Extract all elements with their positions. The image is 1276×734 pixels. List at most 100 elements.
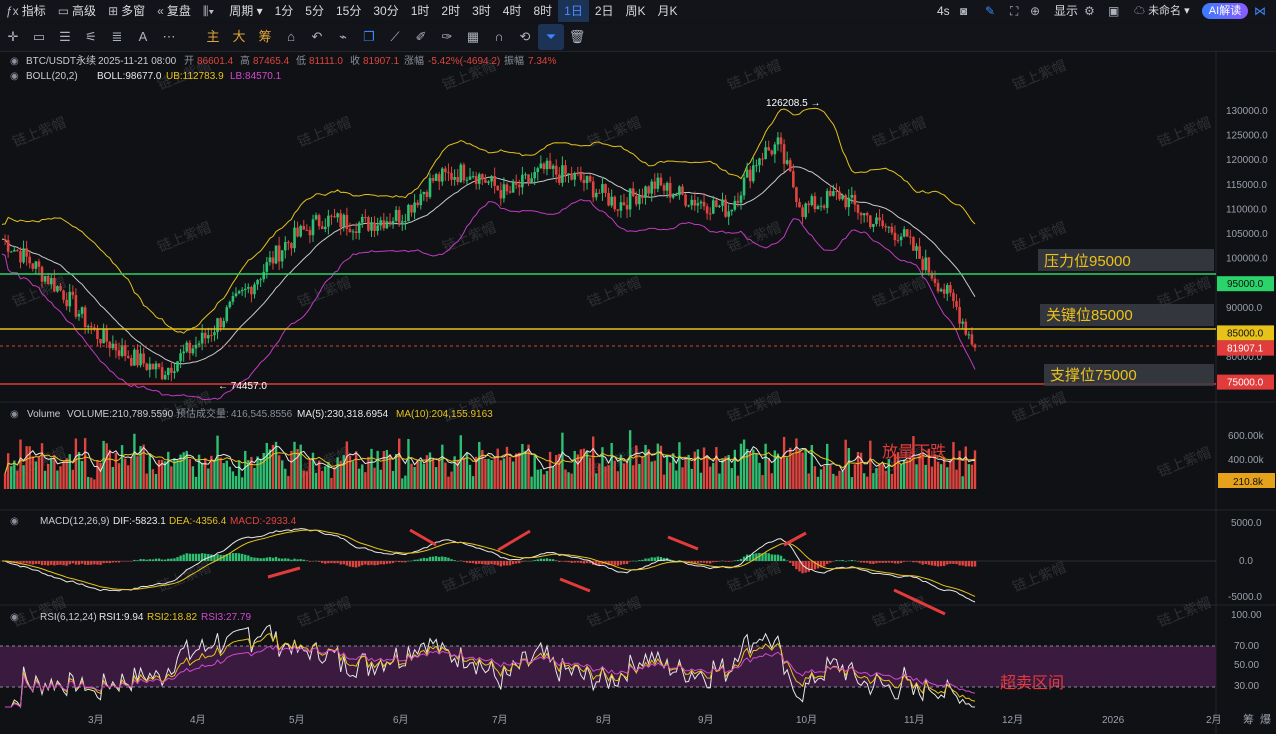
eye-icon[interactable]: ◉ <box>10 71 19 82</box>
candle-body <box>856 204 860 213</box>
main-indicator-button[interactable]: 主 <box>206 29 220 44</box>
calendar-icon[interactable]: ▦ <box>466 29 480 44</box>
more-icon[interactable]: ⋯ <box>162 29 176 44</box>
eye-icon[interactable]: ◉ <box>10 612 19 623</box>
text-icon[interactable]: A <box>138 29 148 44</box>
tf-1h[interactable]: 1时 <box>410 4 430 18</box>
big-indicator-button[interactable]: 大 <box>232 29 246 44</box>
copy-icon[interactable]: ❐ <box>363 29 375 44</box>
tf-15m[interactable]: 15分 <box>335 4 362 18</box>
volume-bar <box>330 477 333 489</box>
macd-bar <box>887 561 890 563</box>
link-icon[interactable]: ⟲ <box>519 29 531 44</box>
tf-8h[interactable]: 8时 <box>533 4 553 18</box>
fib-icon[interactable]: ⚟ <box>85 29 97 44</box>
eye-icon[interactable]: ◉ <box>10 516 19 527</box>
advanced-button[interactable]: ▭ 高级 <box>52 0 102 22</box>
indicators-button[interactable]: ƒx 指标 <box>0 0 52 22</box>
volume-axis[interactable]: 600.00k 400.00k 210.8k <box>1218 431 1275 488</box>
candle-body <box>185 342 189 352</box>
candle-body <box>659 177 663 186</box>
lines-icon[interactable]: ☰ <box>59 29 71 44</box>
est-volume-value: 416,545.8556 <box>231 409 293 420</box>
undo-icon[interactable]: ↶ <box>311 29 323 44</box>
time-tick: 3月 <box>88 714 104 726</box>
edit-icon[interactable]: ✎ <box>985 4 996 18</box>
tf-2d[interactable]: 2日 <box>594 4 614 18</box>
macd-bar <box>99 561 102 565</box>
layout-name-dropdown[interactable]: ☁ 未命名 ▾ <box>1134 5 1190 17</box>
fullscreen-icon[interactable]: ⛶ <box>1010 4 1019 18</box>
magnet-icon[interactable]: ∩ <box>494 29 504 44</box>
macd-axis[interactable]: 5000.0 0.0 -5000.0 <box>1228 518 1262 603</box>
candle-body <box>653 181 657 189</box>
rsi3-value: RSI3:27.79 <box>201 612 251 623</box>
candle-body <box>173 371 176 373</box>
replay-button[interactable]: «复盘 <box>151 0 197 22</box>
arrow <box>409 528 437 547</box>
camera-icon[interactable]: ◙ <box>960 4 968 18</box>
corner-burst-label[interactable]: 爆 <box>1260 712 1271 726</box>
volume-bar <box>447 476 450 489</box>
tf-week[interactable]: 周K <box>625 4 646 18</box>
eye-icon[interactable]: ◉ <box>10 409 19 420</box>
macd-bar <box>456 561 459 562</box>
candle-body <box>179 353 182 362</box>
tf-30m[interactable]: 30分 <box>373 4 399 18</box>
candle-body <box>465 179 469 181</box>
candle-body <box>912 237 915 251</box>
display-button[interactable]: 显示 <box>1054 4 1079 18</box>
brush-icon[interactable]: ✑ <box>441 29 453 44</box>
candle-body <box>724 199 727 217</box>
price-tick: 110000.0 <box>1226 204 1267 215</box>
ruler-icon[interactable]: ⟋ <box>390 29 400 44</box>
tf-1d[interactable]: 1日 <box>558 0 589 22</box>
macd-bar <box>539 558 543 561</box>
period-dropdown[interactable]: 周期 ▾ <box>229 4 263 18</box>
cursor-icon[interactable]: ✛ <box>7 29 19 44</box>
chart-canvas[interactable]: 链上紫帽链上紫帽链上紫帽链上紫帽链上紫帽链上紫帽链上紫帽链上紫帽链上紫帽链上紫帽… <box>0 52 1276 734</box>
tf-5m[interactable]: 5分 <box>305 4 324 18</box>
macd-bar <box>216 554 219 561</box>
candle-body <box>638 195 641 205</box>
volume-bar <box>918 454 921 489</box>
tf-4h[interactable]: 4时 <box>502 4 522 18</box>
candle-body <box>536 168 540 172</box>
corner-chips-label[interactable]: 筹 <box>1243 712 1254 726</box>
multi-window-button[interactable]: ⊞ 多窗 <box>102 0 151 22</box>
share-icon[interactable]: ⋈ <box>1254 4 1266 18</box>
tf-3h[interactable]: 3时 <box>472 4 491 18</box>
chart-type-button[interactable]: ⫼▾ <box>197 0 223 22</box>
camera2-icon[interactable]: ⌂ <box>287 29 295 44</box>
macd-bar <box>595 561 598 566</box>
macd-bar <box>582 561 586 564</box>
candle-body <box>788 160 792 172</box>
lock-icon[interactable]: ⌁ <box>339 29 347 44</box>
macd-bar <box>330 561 333 564</box>
price-tag-label: 85000.0 <box>1227 328 1264 339</box>
zoom-icon[interactable]: ⊕ <box>1030 4 1041 18</box>
pen-icon[interactable]: ✐ <box>415 29 427 44</box>
eye-icon[interactable]: ◉ <box>10 56 19 67</box>
list-icon[interactable]: ≣ <box>111 29 123 44</box>
tf-month[interactable]: 月K <box>657 4 678 18</box>
filter-icon[interactable]: ⏷ <box>538 24 564 50</box>
chips-indicator-button[interactable]: 筹 <box>258 29 272 44</box>
trash-icon[interactable]: 🗑 <box>568 29 586 44</box>
macd-bar <box>210 554 213 561</box>
tf-2h[interactable]: 2时 <box>441 4 461 18</box>
macd-bar <box>339 561 342 565</box>
volume-bar <box>68 454 71 489</box>
settings-icon[interactable]: ⚙ <box>1084 4 1095 18</box>
layout-icon[interactable]: ▣ <box>1108 4 1120 18</box>
ai-analysis-button[interactable]: AI解读 <box>1202 3 1248 19</box>
rect-icon[interactable]: ▭ <box>32 29 46 44</box>
macd-bar <box>213 554 216 561</box>
macd-bar <box>628 561 632 562</box>
rsi-axis[interactable]: 100.00 70.00 50.00 30.00 <box>1231 610 1262 692</box>
refresh-interval[interactable]: 4s <box>937 4 950 18</box>
time-axis[interactable]: 3月 4月 5月 6月 7月 8月 9月 10月 11月 12月 2026 2月 <box>88 714 1222 726</box>
volume-bar <box>65 458 68 489</box>
volume-bar <box>933 454 937 489</box>
tf-1m[interactable]: 1分 <box>274 4 294 18</box>
